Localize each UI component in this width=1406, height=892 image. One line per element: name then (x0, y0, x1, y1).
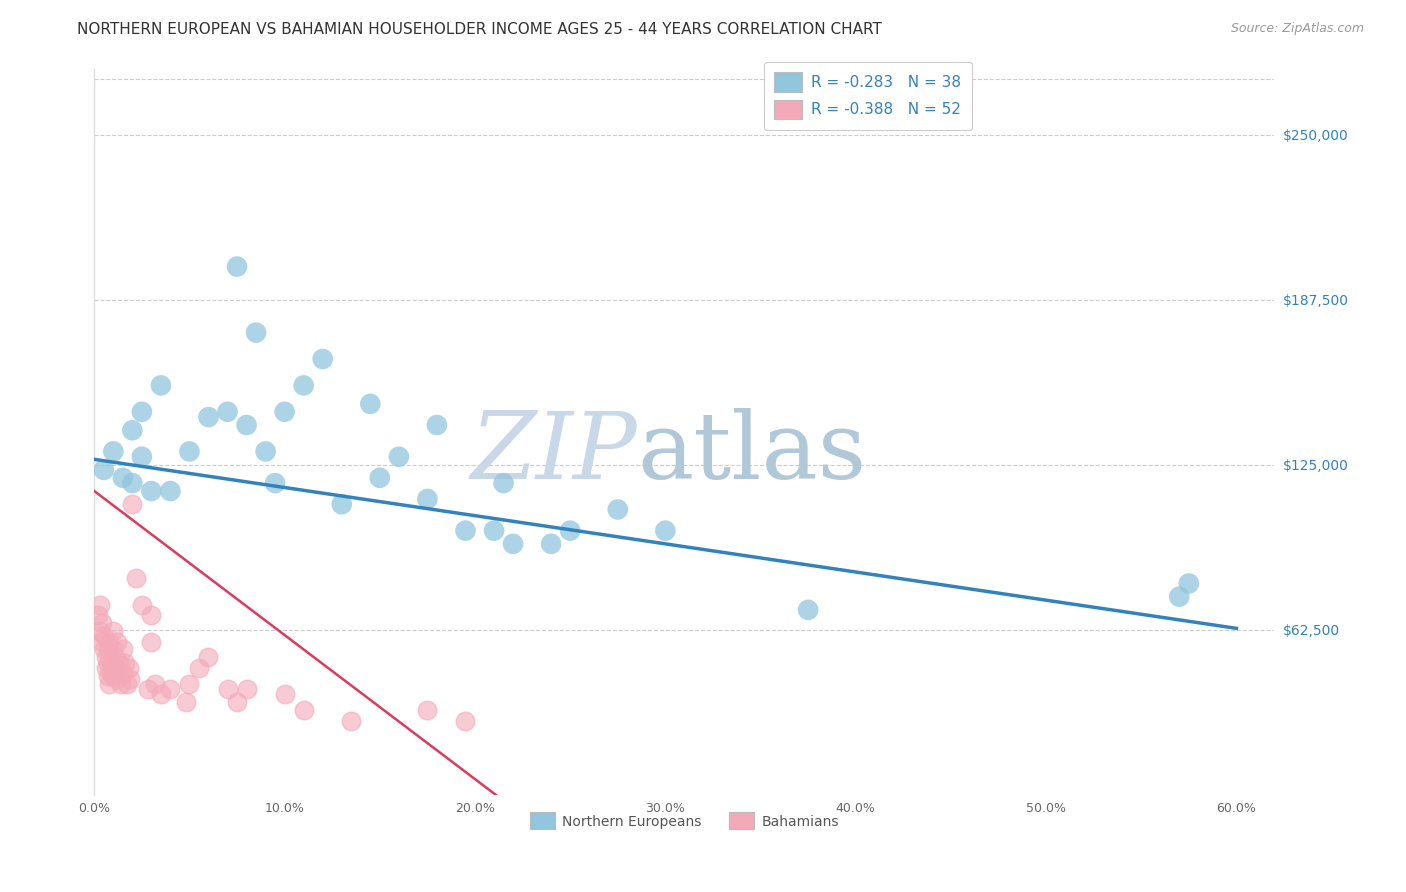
Point (104, 661, 127, 675)
Point (89, 624, 111, 638)
Point (292, 378, 315, 392)
Point (93, 463, 115, 477)
Point (103, 642, 125, 657)
Point (141, 483, 163, 498)
Point (103, 624, 125, 638)
Point (149, 378, 172, 392)
Point (141, 634, 163, 648)
Point (111, 642, 134, 657)
Point (654, 524, 676, 538)
Point (90, 634, 112, 648)
Point (97, 642, 120, 657)
Point (117, 661, 139, 675)
Text: NORTHERN EUROPEAN VS BAHAMIAN HOUSEHOLDER INCOME AGES 25 - 44 YEARS CORRELATION : NORTHERN EUROPEAN VS BAHAMIAN HOUSEHOLDE… (77, 22, 882, 37)
Point (235, 417, 257, 432)
Point (312, 351, 335, 366)
Point (482, 524, 505, 538)
Point (502, 537, 524, 551)
Point (368, 471, 391, 485)
Point (416, 491, 439, 506)
Point (226, 260, 249, 274)
Point (606, 502, 628, 516)
Point (540, 537, 562, 551)
Point (273, 687, 295, 701)
Point (1168, 590, 1191, 604)
Point (93, 629, 115, 643)
Point (330, 497, 353, 511)
Point (87, 608, 110, 623)
Point (141, 608, 163, 623)
Point (188, 661, 211, 675)
Point (114, 656, 136, 670)
Point (143, 677, 166, 691)
Point (90, 615, 112, 630)
Point (136, 682, 159, 697)
Point (426, 417, 449, 432)
Point (131, 598, 153, 612)
Point (273, 405, 295, 419)
Point (97, 669, 120, 683)
Point (359, 397, 381, 411)
Point (179, 444, 201, 458)
Point (197, 410, 219, 425)
Point (235, 682, 257, 697)
Point (492, 476, 515, 491)
Text: atlas: atlas (637, 409, 866, 499)
Point (98, 677, 121, 691)
Point (159, 483, 181, 498)
Point (111, 666, 134, 681)
Point (179, 677, 201, 691)
Point (105, 634, 128, 648)
Point (111, 471, 134, 485)
Point (105, 672, 128, 686)
Text: ZIP: ZIP (471, 409, 637, 499)
Point (104, 650, 127, 665)
Point (120, 672, 142, 686)
Point (416, 703, 439, 717)
Point (94, 650, 117, 665)
Point (454, 714, 477, 728)
Point (121, 497, 143, 511)
Point (131, 450, 153, 464)
Point (388, 450, 411, 464)
Point (97, 656, 120, 670)
Point (174, 695, 197, 709)
Point (121, 476, 143, 491)
Point (159, 682, 181, 697)
Point (93, 642, 115, 657)
Point (1178, 576, 1201, 591)
Point (226, 695, 249, 709)
Point (110, 677, 132, 691)
Point (125, 571, 148, 585)
Point (454, 524, 477, 538)
Point (245, 326, 267, 340)
Point (89, 598, 111, 612)
Text: Source: ZipAtlas.com: Source: ZipAtlas.com (1230, 22, 1364, 36)
Point (94, 661, 117, 675)
Point (108, 656, 131, 670)
Point (121, 423, 143, 437)
Point (264, 476, 287, 491)
Point (100, 656, 122, 670)
Point (103, 669, 125, 683)
Point (797, 603, 820, 617)
Point (217, 405, 239, 419)
Point (131, 405, 153, 419)
Point (217, 682, 239, 697)
Point (103, 444, 125, 458)
Point (98, 634, 121, 648)
Point (560, 524, 582, 538)
Point (149, 687, 172, 701)
Point (100, 666, 122, 681)
Legend: Northern Europeans, Bahamians: Northern Europeans, Bahamians (524, 807, 844, 835)
Point (254, 444, 277, 458)
Point (292, 703, 315, 717)
Point (197, 650, 219, 665)
Point (340, 714, 363, 728)
Point (115, 677, 138, 691)
